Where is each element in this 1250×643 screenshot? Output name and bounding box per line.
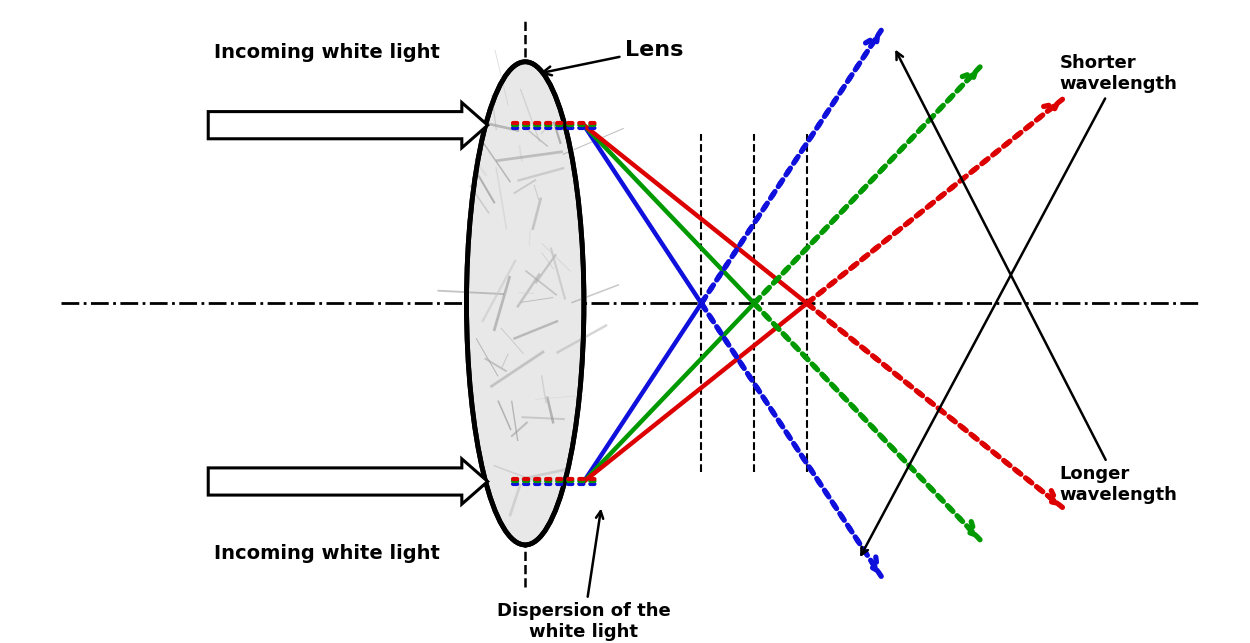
Text: Incoming white light: Incoming white light	[214, 43, 440, 62]
Text: Lens: Lens	[542, 40, 684, 75]
Text: Shorter
wavelength: Shorter wavelength	[861, 55, 1178, 555]
Text: Longer
wavelength: Longer wavelength	[896, 52, 1178, 504]
FancyArrow shape	[209, 459, 488, 504]
Text: Dispersion of the
white light: Dispersion of the white light	[498, 511, 671, 641]
FancyArrow shape	[209, 102, 488, 148]
Ellipse shape	[466, 62, 584, 545]
Text: Incoming white light: Incoming white light	[214, 545, 440, 563]
